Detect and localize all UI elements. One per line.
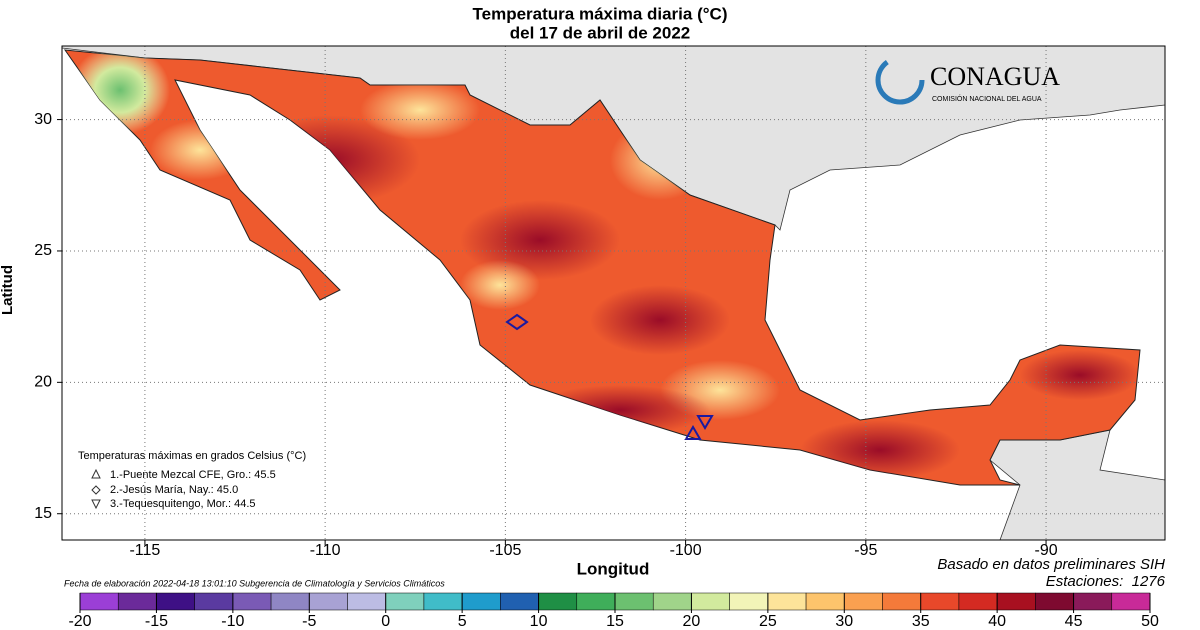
colorbar-swatch	[1035, 592, 1074, 611]
colorbar-swatch	[156, 592, 195, 611]
colorbar-tick-label: 0	[381, 613, 390, 630]
colorbar-swatch	[844, 592, 883, 611]
colorbar-tick-label: 35	[912, 613, 930, 630]
x-tick-label: -100	[670, 542, 702, 559]
stations-note: Estaciones: 1276	[1046, 573, 1166, 590]
colorbar-tick-label: 20	[683, 613, 701, 630]
x-tick-label: -90	[1034, 542, 1057, 559]
legend: Temperaturas máximas en grados Celsius (…	[78, 450, 306, 510]
colorbar-tick-label: 30	[835, 613, 853, 630]
logo-subtitle: COMISIÓN NACIONAL DEL AGUA	[932, 94, 1042, 103]
colorbar-swatch	[920, 592, 960, 611]
colorbar: -20 -15 -10 -5 0 5 10 15 20 25 30 35 40 45 50	[68, 592, 1159, 630]
x-tick-label: -110	[310, 542, 341, 559]
colorbar-swatch	[461, 592, 501, 611]
legend-entry: 2.-Jesús María, Nay.: 45.0	[110, 484, 238, 496]
colorbar-tick-label: 25	[759, 613, 777, 630]
colorbar-swatch	[1073, 592, 1113, 611]
colorbar-tick-label: 45	[1065, 613, 1083, 630]
colorbar-swatch	[882, 592, 921, 611]
x-tick-label: -115	[129, 542, 160, 559]
colorbar-swatch	[309, 592, 348, 611]
colorbar-swatch	[1111, 592, 1151, 611]
title-line-2: del 17 de abril de 2022	[510, 23, 690, 42]
legend-entry: 3.-Tequesquitengo, Mor.: 44.5	[110, 498, 256, 510]
date-note: Fecha de elaboración 2022-04-18 13:01:10…	[64, 578, 445, 588]
colorbar-swatch	[614, 592, 654, 611]
y-axis-label: Latitud	[0, 265, 16, 315]
colorbar-swatch	[805, 592, 845, 611]
colorbar-swatch	[194, 592, 234, 611]
colorbar-tick-label: -5	[302, 613, 316, 630]
colorbar-swatch	[347, 592, 386, 611]
logo: CONAGUA COMISIÓN NACIONAL DEL AGUA	[875, 55, 1060, 105]
colorbar-swatch	[729, 592, 769, 611]
logo-name: CONAGUA	[930, 62, 1060, 91]
colorbar-swatch	[691, 592, 730, 611]
x-axis-label: Longitud	[577, 559, 650, 578]
y-tick-label: 30	[34, 111, 52, 128]
map-area	[62, 46, 1165, 540]
colorbar-tick-label: -20	[68, 613, 91, 630]
colorbar-swatch	[767, 592, 807, 611]
colorbar-swatch	[117, 592, 157, 611]
colorbar-swatch	[538, 592, 578, 611]
x-tick-label: -95	[854, 542, 877, 559]
y-tick-label: 25	[34, 242, 52, 259]
colorbar-swatch	[79, 592, 119, 611]
colorbar-tick-label: 40	[988, 613, 1006, 630]
legend-entry: 1.-Puente Mezcal CFE, Gro.: 45.5	[110, 469, 276, 481]
colorbar-tick-label: 5	[458, 613, 467, 630]
title-line-1: Temperatura máxima diaria (°C)	[473, 4, 728, 23]
colorbar-swatch	[385, 592, 425, 611]
colorbar-tick-label: -10	[221, 613, 244, 630]
colorbar-swatch	[996, 592, 1036, 611]
legend-title: Temperaturas máximas en grados Celsius (…	[78, 450, 306, 462]
map-frame	[61, 45, 1166, 541]
source-note: Basado en datos preliminares SIH	[937, 556, 1165, 573]
colorbar-swatch	[423, 592, 463, 611]
y-tick-label: 15	[34, 505, 52, 522]
colorbar-swatch	[576, 592, 616, 611]
colorbar-tick-label: 15	[606, 613, 624, 630]
colorbar-swatch	[958, 592, 998, 611]
colorbar-tick-label: -15	[145, 613, 168, 630]
colorbar-swatch	[652, 592, 692, 611]
colorbar-swatch	[500, 592, 539, 611]
colorbar-swatch	[270, 592, 310, 611]
colorbar-swatch	[232, 592, 272, 611]
x-tick-label: -105	[489, 542, 521, 559]
y-tick-label: 20	[34, 374, 52, 391]
axes: -115 -110 -105 -100 -95 -90 15 20 25 30	[34, 111, 1058, 559]
colorbar-tick-label: 10	[530, 613, 548, 630]
colorbar-tick-label: 50	[1141, 613, 1159, 630]
